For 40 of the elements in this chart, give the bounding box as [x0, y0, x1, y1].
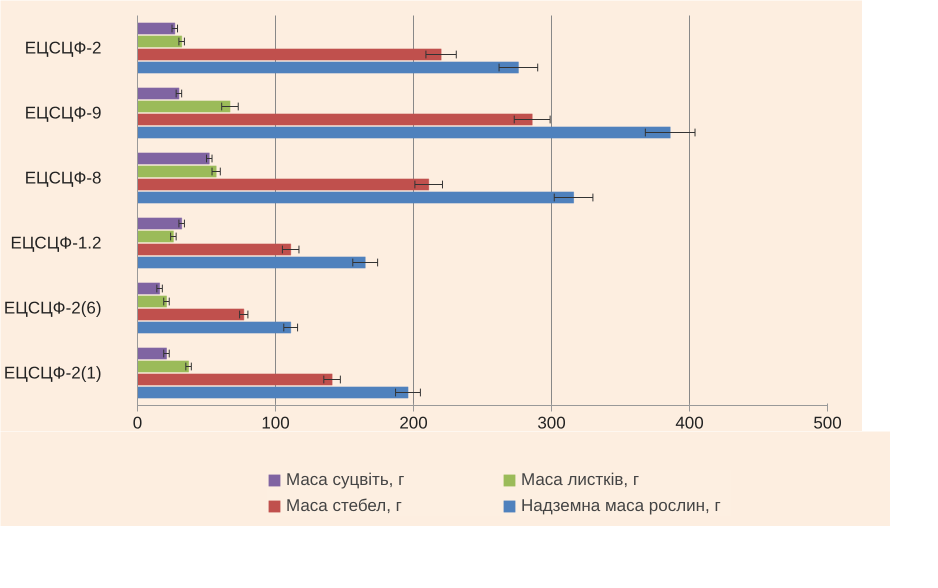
bar: [138, 230, 174, 243]
y-tick-label: ЕЦСЦФ-9: [24, 104, 102, 122]
bar: [138, 191, 574, 204]
bar: [138, 373, 333, 386]
x-tick-label: 300: [537, 414, 566, 432]
bar: [138, 243, 292, 256]
bar: [138, 165, 217, 178]
x-tick-label: 0: [132, 414, 142, 432]
x-tick-label: 500: [813, 414, 842, 432]
bar: [138, 178, 430, 191]
bar: [138, 87, 180, 100]
bar: [138, 22, 176, 35]
legend-label: Маса стебел, г: [286, 496, 403, 516]
bar: [138, 100, 230, 113]
bar: [138, 48, 442, 61]
legend-label: Маса суцвіть, г: [286, 470, 406, 490]
bar: [138, 295, 167, 308]
bar: [138, 217, 182, 230]
legend-label: Маса листків, г: [521, 470, 640, 490]
bar: [138, 282, 160, 295]
y-tick-label: ЕЦСЦФ-2: [24, 38, 102, 58]
bar: [138, 386, 408, 399]
bar: [138, 256, 366, 269]
legend-label: Надземна маса рослин, г: [521, 496, 722, 516]
bar: [138, 61, 519, 74]
bar: [138, 35, 182, 48]
x-tick-label: 200: [399, 414, 428, 432]
y-tick-label: ЕЦСЦФ-2(6): [4, 298, 102, 318]
bar: [138, 152, 210, 165]
x-tick-label: 400: [675, 414, 704, 432]
x-tick-label: 100: [261, 414, 290, 432]
bar: [138, 347, 167, 360]
bar: [138, 113, 533, 126]
bar: [138, 126, 671, 139]
y-tick-label: ЕЦСЦФ-1.2: [10, 234, 102, 252]
y-tick-label: ЕЦСЦФ-2(1): [4, 364, 102, 382]
bar: [138, 321, 292, 334]
y-tick-label: ЕЦСЦФ-8: [24, 168, 102, 188]
bar: [138, 360, 190, 373]
bar: [138, 308, 244, 321]
